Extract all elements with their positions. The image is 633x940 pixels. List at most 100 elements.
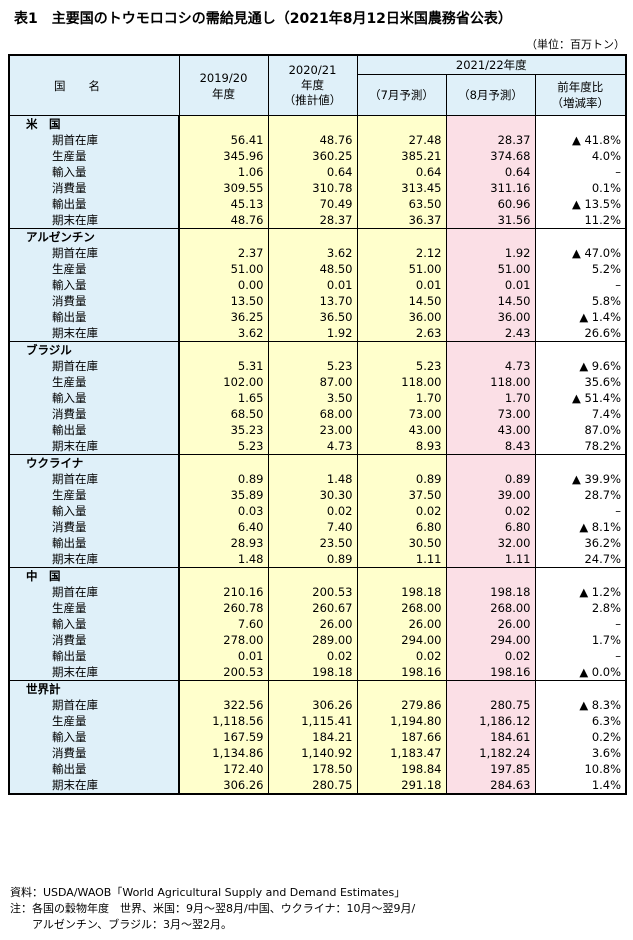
header-august-forecast: （8月予測） — [445, 74, 536, 116]
country-name: 米 国 — [8, 115, 180, 132]
value-cell: 11.2% — [534, 212, 628, 229]
value-cell: 198.84 — [356, 761, 446, 777]
empty-cell — [356, 341, 446, 358]
row-label: 消費量 — [8, 293, 180, 309]
table-row: 期末在庫 3.62 1.92 2.63 2.43 26.6% — [8, 325, 628, 342]
value-cell: 3.6% — [534, 745, 628, 761]
value-cell: 0.02 — [445, 648, 535, 664]
value-cell: 118.00 — [356, 374, 446, 390]
value-cell: – — [534, 164, 628, 180]
row-label: 期首在庫 — [8, 132, 180, 148]
table-row: 期首在庫 322.56 306.26 279.86 280.75 ▲ 8.3% — [8, 697, 628, 713]
country-row: ウクライナ — [8, 454, 628, 471]
value-cell: 36.37 — [356, 212, 446, 229]
value-cell: 8.93 — [356, 438, 446, 455]
value-cell: 4.73 — [267, 438, 357, 455]
value-cell: 26.00 — [356, 616, 446, 632]
value-cell: 1,182.24 — [445, 745, 535, 761]
value-cell: 36.25 — [178, 309, 268, 325]
empty-cell — [178, 341, 268, 358]
value-cell: 0.89 — [178, 471, 268, 487]
value-cell: 36.00 — [445, 309, 535, 325]
row-label: 輸出量 — [8, 196, 180, 212]
value-cell: 198.16 — [356, 664, 446, 681]
value-cell: 35.23 — [178, 422, 268, 438]
row-label: 期末在庫 — [8, 212, 180, 229]
value-cell: 26.6% — [534, 325, 628, 342]
table-row: 輸出量 36.25 36.50 36.00 36.00 ▲ 1.4% — [8, 309, 628, 325]
table-row: 輸入量 0.03 0.02 0.02 0.02– — [8, 503, 628, 519]
empty-cell — [534, 228, 628, 245]
value-cell: 278.00 — [178, 632, 268, 648]
value-cell: 7.4% — [534, 406, 628, 422]
value-cell: – — [534, 503, 628, 519]
value-cell: 268.00 — [356, 600, 446, 616]
header-july-forecast: （7月予測） — [356, 74, 447, 116]
value-cell: 6.3% — [534, 713, 628, 729]
value-cell: 0.01 — [356, 277, 446, 293]
value-cell: 6.80 — [445, 519, 535, 535]
value-cell: 51.00 — [356, 261, 446, 277]
value-cell: 60.96 — [445, 196, 535, 212]
value-cell: 289.00 — [267, 632, 357, 648]
row-label: 消費量 — [8, 406, 180, 422]
table-row: 輸出量 35.23 23.00 43.00 43.00 87.0% — [8, 422, 628, 438]
value-cell: 35.89 — [178, 487, 268, 503]
unit-label: （単位：百万トン） — [526, 38, 625, 51]
empty-cell — [445, 115, 535, 132]
value-cell: 1.92 — [445, 245, 535, 261]
empty-cell — [534, 680, 628, 697]
row-label: 輸出量 — [8, 309, 180, 325]
row-label: 期末在庫 — [8, 551, 180, 568]
row-label: 期末在庫 — [8, 777, 180, 795]
value-cell: 48.76 — [267, 132, 357, 148]
value-cell: 200.53 — [267, 584, 357, 600]
row-label: 生産量 — [8, 261, 180, 277]
value-cell: 4.73 — [445, 358, 535, 374]
value-cell: 0.2% — [534, 729, 628, 745]
empty-cell — [534, 115, 628, 132]
value-cell: 280.75 — [445, 697, 535, 713]
header-2019-20: 2019/20 年度 — [178, 54, 269, 116]
row-label: 輸入量 — [8, 503, 180, 519]
value-cell: 178.50 — [267, 761, 357, 777]
country-name: アルゼンチン — [8, 228, 180, 245]
value-cell: 68.00 — [267, 406, 357, 422]
value-cell: 1.48 — [267, 471, 357, 487]
value-cell: 28.37 — [445, 132, 535, 148]
country-name: ブラジル — [8, 341, 180, 358]
table-row: 消費量 13.50 13.70 14.50 14.50 5.8% — [8, 293, 628, 309]
header-yoy-change: 前年度比 （増減率） — [534, 74, 628, 116]
empty-cell — [178, 567, 268, 584]
country-name: 世界計 — [8, 680, 180, 697]
value-cell: 0.01 — [267, 277, 357, 293]
value-cell: 8.43 — [445, 438, 535, 455]
table-row: 期末在庫 200.53 198.18 198.16 198.16 ▲ 0.0% — [8, 664, 628, 681]
value-cell: ▲ 47.0% — [534, 245, 628, 261]
row-label: 輸入量 — [8, 164, 180, 180]
value-cell: 36.00 — [356, 309, 446, 325]
value-cell: 294.00 — [445, 632, 535, 648]
value-cell: 5.23 — [267, 358, 357, 374]
value-cell: 36.2% — [534, 535, 628, 551]
table-row: 輸出量 45.13 70.49 63.50 60.96 ▲ 13.5% — [8, 196, 628, 212]
empty-cell — [534, 341, 628, 358]
value-cell: 2.8% — [534, 600, 628, 616]
value-cell: 39.00 — [445, 487, 535, 503]
value-cell: ▲ 1.2% — [534, 584, 628, 600]
value-cell: 1,186.12 — [445, 713, 535, 729]
table-row: 消費量 6.40 7.40 6.80 6.80 ▲ 8.1% — [8, 519, 628, 535]
country-row: 米 国 — [8, 115, 628, 132]
value-cell: 13.70 — [267, 293, 357, 309]
country-row: アルゼンチン — [8, 228, 628, 245]
value-cell: 28.93 — [178, 535, 268, 551]
row-label: 期末在庫 — [8, 664, 180, 681]
row-label: 期首在庫 — [8, 358, 180, 374]
table-row: 輸入量 167.59 184.21 187.66 184.61 0.2% — [8, 729, 628, 745]
value-cell: 167.59 — [178, 729, 268, 745]
value-cell: 198.18 — [356, 584, 446, 600]
value-cell: 48.76 — [178, 212, 268, 229]
table-row: 期首在庫 5.31 5.23 5.23 4.73 ▲ 9.6% — [8, 358, 628, 374]
value-cell: 56.41 — [178, 132, 268, 148]
country-row: ブラジル — [8, 341, 628, 358]
